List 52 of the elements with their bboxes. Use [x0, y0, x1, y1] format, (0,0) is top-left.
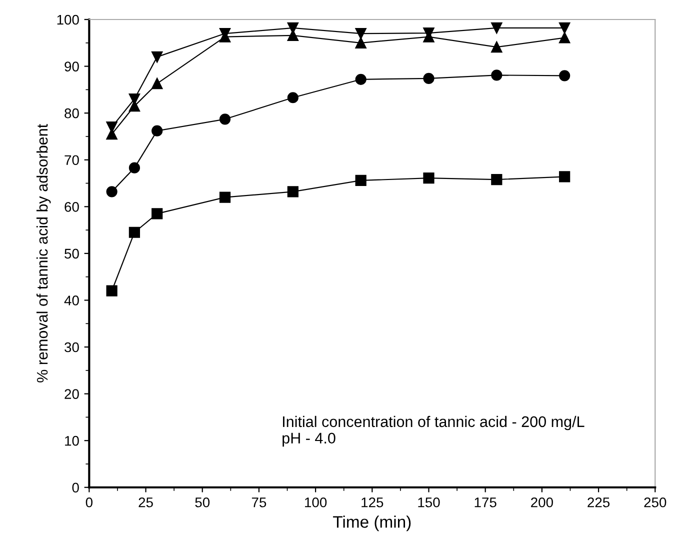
- point: [559, 22, 570, 34]
- y-tick-label: 100: [57, 14, 79, 25]
- y-tick-label: 80: [64, 108, 79, 118]
- point: [287, 22, 298, 34]
- point: [152, 78, 163, 90]
- x-tick-label: 50: [195, 497, 210, 508]
- point: [491, 42, 502, 53]
- x-tick-label: 125: [362, 497, 384, 508]
- point: [152, 125, 163, 136]
- point: [287, 186, 298, 198]
- point: [219, 192, 231, 203]
- y-tick-label: 40: [64, 296, 79, 306]
- annotation: Initial concentration of tannic acid - 200 mg/L pH - 4.0: [282, 416, 584, 447]
- x-tick-label: 75: [252, 498, 266, 508]
- point: [559, 171, 570, 182]
- point: [355, 174, 366, 186]
- y-tick-label: 90: [64, 62, 79, 72]
- x-tick-label: 0: [86, 497, 92, 508]
- x-axis-title: Time (min): [333, 516, 411, 532]
- point: [219, 114, 231, 125]
- y-tick-label: 30: [64, 342, 79, 352]
- x-tick-label: 100: [305, 497, 327, 508]
- y-tick-label: 0: [72, 482, 79, 493]
- point: [355, 37, 366, 48]
- point: [128, 226, 140, 238]
- point: [559, 32, 570, 44]
- x-tick-label: 25: [138, 497, 153, 508]
- point: [491, 22, 502, 34]
- point: [106, 186, 118, 198]
- x-tick-label: 200: [531, 497, 553, 508]
- point: [128, 162, 140, 174]
- point: [287, 92, 298, 104]
- y-tick-label: 10: [65, 436, 79, 446]
- x-tick-label: 250: [644, 497, 666, 508]
- point: [355, 28, 366, 40]
- y-tick-label: 50: [64, 248, 79, 259]
- x-tick-label: 175: [474, 498, 496, 508]
- point: [559, 70, 570, 82]
- point: [152, 51, 163, 62]
- point: [423, 172, 434, 184]
- y-axis-title: % removal of tannic acid by adsorbent: [36, 124, 51, 382]
- x-tick-label: 225: [588, 497, 610, 508]
- point: [491, 70, 502, 81]
- point: [423, 72, 434, 84]
- point: [106, 285, 118, 296]
- y-tick-label: 70: [64, 155, 79, 166]
- y-tick-label: 20: [64, 389, 79, 399]
- x-tick-label: 150: [418, 497, 440, 508]
- y-tick-label: 60: [64, 202, 79, 212]
- point: [491, 174, 502, 186]
- point: [355, 74, 366, 85]
- point: [152, 208, 163, 220]
